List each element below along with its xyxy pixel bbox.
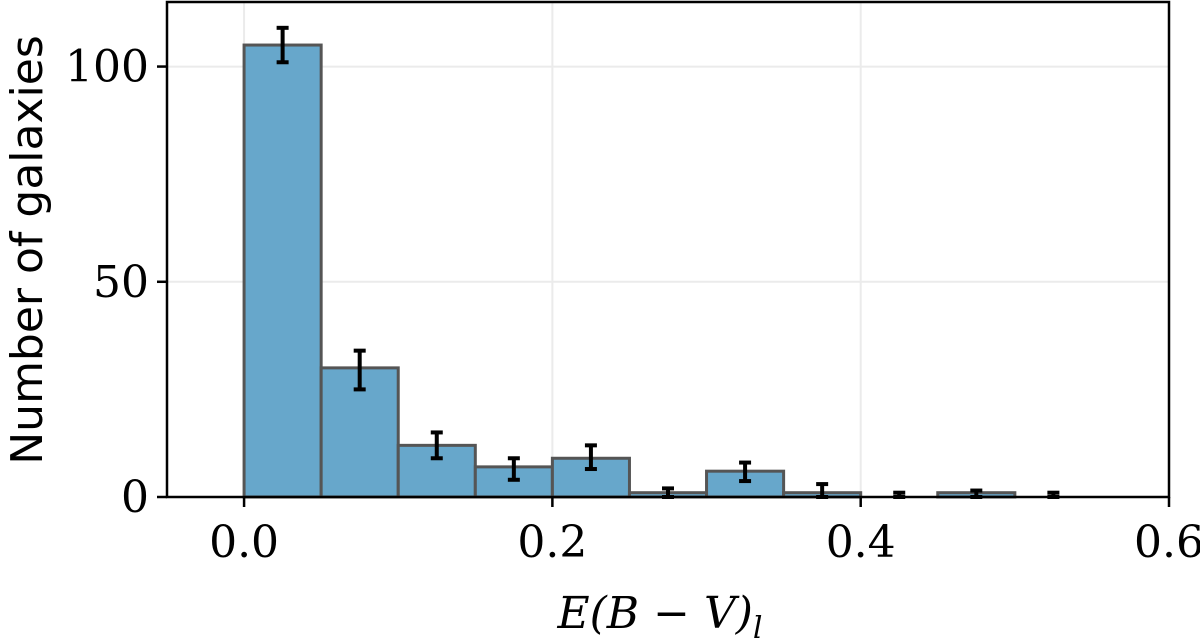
- ticks: 0.0 0.2 0.4 0.6 0 50 100: [65, 42, 1200, 568]
- x-tick-label: 0.2: [517, 517, 587, 568]
- y-tick-label: 50: [93, 257, 149, 308]
- x-tick-label: 0.0: [209, 517, 279, 568]
- x-tick-label: 0.6: [1134, 517, 1200, 568]
- plot-frame: [165, 0, 1171, 499]
- x-axis-label-main: E(B − V): [556, 588, 752, 639]
- bars: [242, 43, 1017, 499]
- x-axis-label-subscript: l: [753, 611, 763, 643]
- x-tick-label: 0.4: [826, 517, 896, 568]
- y-tick-label: 100: [65, 42, 149, 93]
- y-tick-label: 0: [121, 472, 149, 523]
- x-axis-label: E(B − V)l: [556, 588, 762, 643]
- y-axis-label: Number of galaxies: [2, 35, 53, 464]
- histogram-bar: [242, 43, 323, 499]
